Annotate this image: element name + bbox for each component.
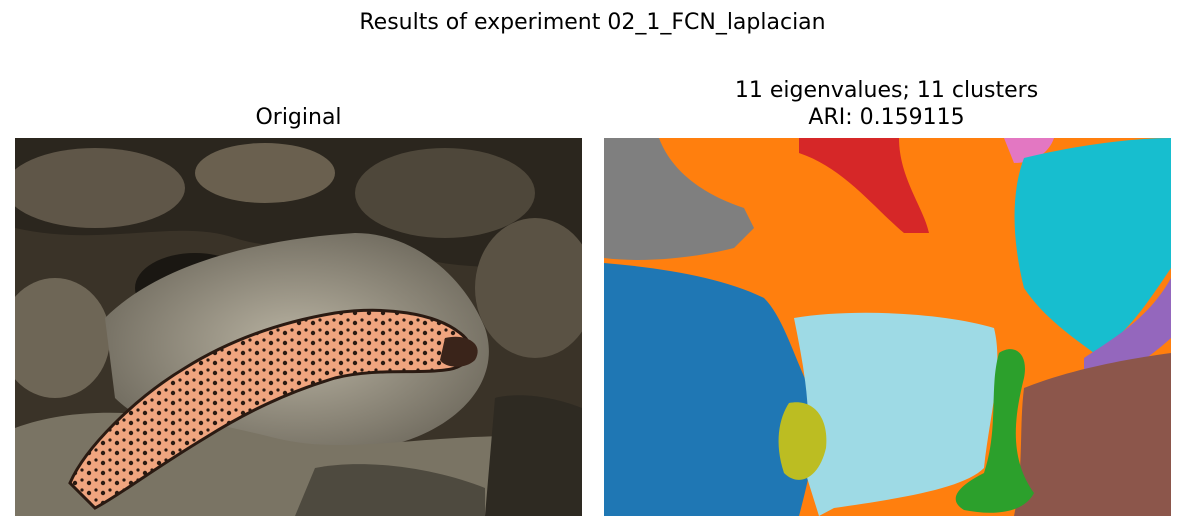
original-image (15, 138, 582, 516)
segmentation-panel-title: 11 eigenvalues; 11 clusters ARI: 0.15911… (603, 77, 1170, 131)
eigenvalues-clusters-label: 11 eigenvalues; 11 clusters (734, 78, 1039, 103)
ari-score-label: ARI: 0.159115 (808, 105, 965, 130)
cluster-map (604, 138, 1171, 516)
original-panel-title: Original (255, 105, 342, 130)
lizard-photo (15, 138, 582, 516)
figure-title: Results of experiment 02_1_FCN_laplacian (359, 10, 826, 35)
segmentation-image (604, 138, 1171, 516)
